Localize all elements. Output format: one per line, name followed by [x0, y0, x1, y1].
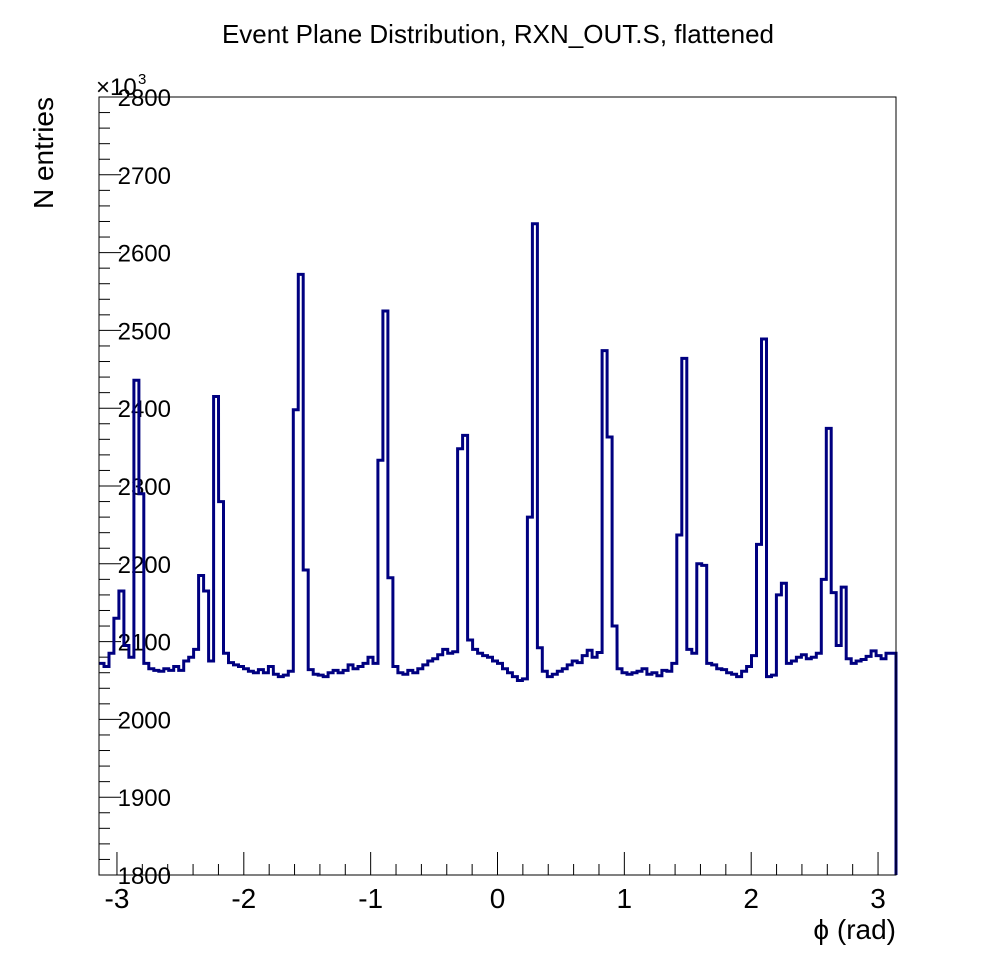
y-axis-ticks [99, 96, 121, 876]
y-multiplier-exponent: 3 [138, 71, 146, 88]
y-axis-label: N entries [28, 97, 59, 209]
y-tick-label: 2700 [118, 163, 171, 190]
x-tick-label: 2 [743, 883, 759, 914]
y-tick-label: 2000 [118, 707, 171, 734]
x-tick-label: 0 [490, 883, 506, 914]
y-axis-tick-labels: 1800190020002100220023002400250026002700… [118, 85, 171, 890]
plot-frame [98, 96, 897, 876]
y-tick-label: 2500 [118, 318, 171, 345]
y-tick-label: 2400 [118, 396, 171, 423]
x-axis-ticks [116, 852, 879, 875]
y-tick-label: 2800 [118, 85, 171, 112]
y-tick-label: 1900 [118, 785, 171, 812]
x-tick-label: -3 [105, 883, 130, 914]
x-tick-label: 3 [870, 883, 886, 914]
y-tick-label: 1800 [118, 863, 171, 890]
x-tick-label: -1 [358, 883, 383, 914]
chart-title: Event Plane Distribution, RXN_OUT.S, fla… [222, 19, 774, 49]
x-axis-tick-labels: -3 -2 -1 0 1 2 3 [105, 883, 886, 914]
x-tick-label: 1 [617, 883, 633, 914]
x-axis-label: ϕ (rad) [813, 914, 896, 945]
data-series-line [99, 222, 898, 875]
x-tick-label: -2 [231, 883, 256, 914]
y-tick-label: 2600 [118, 241, 171, 268]
